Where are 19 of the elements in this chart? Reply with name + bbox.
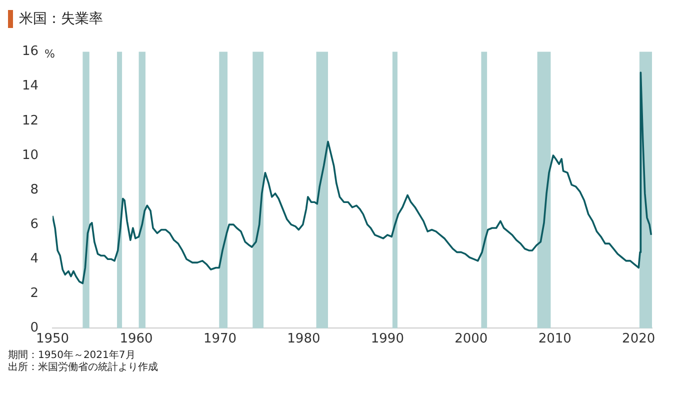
x-tick-label: 2020 — [622, 331, 656, 346]
x-tick-label: 1980 — [287, 331, 320, 346]
y-tick-label: 12 — [22, 113, 39, 128]
y-axis-title: % — [44, 48, 55, 61]
x-tick-label: 2000 — [454, 331, 488, 346]
x-tick-label: 1960 — [120, 331, 153, 346]
x-tick-label: 1990 — [370, 331, 404, 346]
text: 出所：米国労働省の統計より作成 — [8, 362, 159, 374]
y-tick-label: 14 — [22, 78, 39, 94]
x-tick-label: 1970 — [203, 331, 237, 346]
y-tick-label: 8 — [30, 182, 39, 198]
y-tick-label: 6 — [30, 216, 39, 232]
y-tick-label: 4 — [30, 251, 39, 266]
y-tick-label: 16 — [22, 44, 39, 60]
x-tick-label: 2010 — [538, 331, 572, 346]
y-tick-label: 10 — [22, 148, 39, 163]
y-tick-label: 2 — [30, 286, 39, 302]
chart-title: 米国：失業率 — [19, 10, 103, 28]
text: 期間：1950年～2021年7月 — [8, 350, 136, 362]
